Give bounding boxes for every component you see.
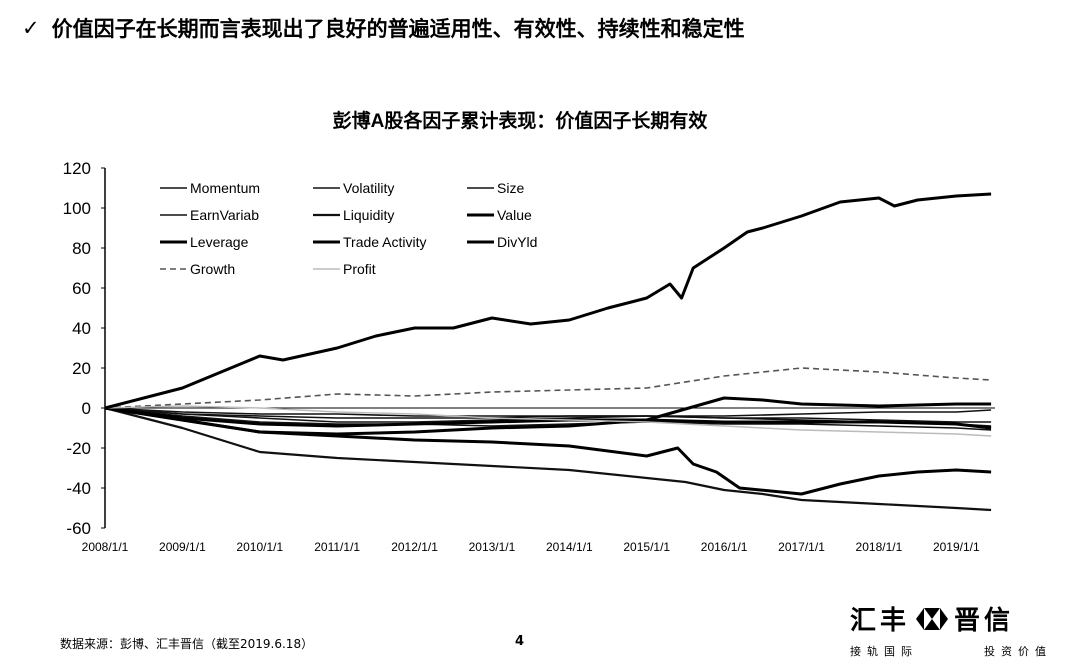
- legend-label-growth: Growth: [190, 261, 235, 277]
- x-tick-label: 2008/1/1: [82, 540, 129, 554]
- legend-label-liquidity: Liquidity: [343, 207, 394, 223]
- y-tick-label: 20: [72, 359, 91, 378]
- series-line-profit: [104, 405, 992, 437]
- legend-label-momentum: Momentum: [190, 180, 260, 196]
- legend-label-volatility: Volatility: [343, 180, 394, 196]
- x-tick-label: 2009/1/1: [159, 540, 206, 554]
- x-tick-label: 2017/1/1: [778, 540, 825, 554]
- y-tick-label: 40: [72, 319, 91, 338]
- x-tick-label: 2011/1/1: [314, 540, 360, 554]
- x-tick-label: 2010/1/1: [236, 540, 283, 554]
- series-line-growth: [104, 367, 992, 409]
- series-line-value: [104, 192, 992, 410]
- x-tick-label: 2013/1/1: [469, 540, 516, 554]
- y-tick-label: -60: [66, 519, 91, 538]
- legend-label-profit: Profit: [343, 261, 376, 277]
- y-tick-label: 60: [72, 279, 91, 298]
- logo-tagline-right: 投资价值: [984, 645, 1052, 658]
- y-tick-label: -20: [66, 439, 91, 458]
- chart-title: 彭博A股各因子累计表现：价值因子长期有效: [333, 109, 708, 132]
- y-tick-label: 80: [72, 239, 91, 258]
- legend-label-earnvariab: EarnVariab: [190, 207, 259, 223]
- series-line-size: [104, 407, 992, 431]
- headline-text: 价值因子在长期而言表现出了良好的普遍适用性、有效性、持续性和稳定性: [51, 17, 745, 41]
- series-line-liquidity: [104, 406, 992, 512]
- page-number: 4: [515, 634, 525, 649]
- x-tick-label: 2014/1/1: [546, 540, 593, 554]
- x-tick-label: 2019/1/1: [933, 540, 980, 554]
- legend-label-value: Value: [497, 207, 532, 223]
- x-tick-label: 2018/1/1: [856, 540, 903, 554]
- hexagon-logo-icon: [916, 607, 949, 630]
- y-tick-label: 100: [63, 199, 91, 218]
- legend-label-divyld: DivYld: [497, 234, 537, 250]
- series-line-trade-activity: [104, 396, 992, 436]
- logo-name-part1: 汇丰: [850, 606, 911, 636]
- series-line-leverage: [104, 406, 992, 496]
- logo-name-part2: 晋信: [954, 606, 1015, 636]
- x-tick-label: 2012/1/1: [391, 540, 438, 554]
- x-tick-label: 2015/1/1: [623, 540, 670, 554]
- headline: ✓ 价值因子在长期而言表现出了良好的普遍适用性、有效性、持续性和稳定性: [22, 12, 745, 44]
- factor-performance-chart: 彭博A股各因子累计表现：价值因子长期有效 120 100 80 60 40 20 0 -20 -4…: [63, 109, 995, 554]
- y-tick-label: -40: [66, 479, 91, 498]
- hsbc-jintrust-logo: 汇丰 晋信 接轨国际 投资价值: [850, 600, 1060, 659]
- x-tick-label: 2016/1/1: [701, 540, 748, 554]
- logo-tagline-left: 接轨国际: [850, 645, 918, 658]
- series-line-earnvariab: [104, 407, 992, 423]
- data-source-note: 数据来源：彭博、汇丰晋信（截至2019.6.18）: [60, 637, 314, 651]
- legend-label-trade-activity: Trade Activity: [343, 234, 427, 250]
- series-line-momentum: [104, 407, 992, 423]
- y-tick-label: 120: [63, 159, 91, 178]
- legend-label-size: Size: [497, 180, 524, 196]
- check-icon: ✓: [22, 16, 40, 40]
- legend-label-leverage: Leverage: [190, 234, 249, 250]
- y-tick-label: 0: [82, 399, 91, 418]
